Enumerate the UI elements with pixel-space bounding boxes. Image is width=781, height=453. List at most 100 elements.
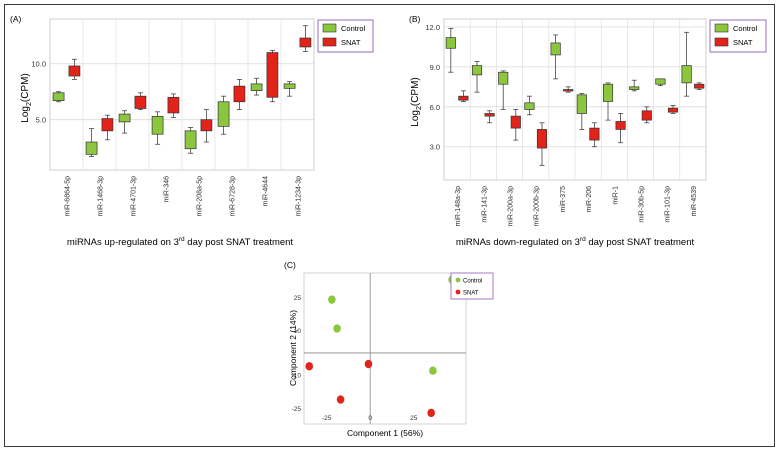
panel-b-ytick-label: 6.0 [430, 103, 440, 112]
panel-b-control-box-0 [445, 27, 456, 73]
panel-c-control-point-2 [429, 366, 437, 375]
panel-b-category-label: miR-4539 [691, 186, 698, 216]
panel-a-snat-box-3 [167, 93, 180, 118]
box-body [151, 115, 164, 135]
box-body [283, 83, 296, 89]
panel-a-snat-box-2 [134, 92, 147, 110]
box-body [563, 89, 574, 92]
panel-a-ytick-label: 10.0 [31, 60, 46, 69]
panel-c-snat-point-3 [427, 408, 435, 418]
panel-b-control-box-1 [471, 61, 483, 93]
panel-a-category-label: miR-1468-3p [98, 176, 105, 217]
panel-b-xlabel-post: day post SNAT treatment [586, 237, 695, 248]
panel-b-control-box-7 [629, 79, 640, 92]
panel-c-ytick-label: 10 [294, 328, 302, 335]
panel-a-ylabel-main: Log [20, 106, 31, 123]
box-body [85, 141, 98, 155]
panel-a-control-box-7 [283, 81, 296, 97]
panel-a-control-box-1 [85, 128, 98, 157]
box-body [167, 96, 180, 114]
panel-c-legend: Control SNAT [450, 272, 494, 300]
panel-b-control-box-3 [524, 95, 535, 116]
box-body [101, 118, 114, 132]
panel-c-legend-control-label: Control [463, 279, 482, 285]
panel-b-ylabel-sub: 2 [416, 106, 423, 110]
panel-c-x-ticks: -25 0 25 [322, 415, 418, 422]
panel-a-y-axis-title: Log2(CPM) [20, 73, 33, 122]
panel-b-snat-box-1 [484, 110, 495, 124]
panel-b-boxes [445, 27, 705, 166]
panel-b-ytick-label: 3.0 [430, 143, 440, 152]
panel-a-snat-box-6 [266, 49, 279, 103]
box-body [667, 107, 679, 113]
panel-a-category-label: miR-346 [164, 176, 171, 203]
panel-b-control-box-6 [602, 82, 614, 121]
box-body [68, 65, 81, 77]
panel-b-legend: Control SNAT [709, 19, 767, 53]
panel-b-legend-control-label: Control [733, 24, 758, 33]
panel-a-control-box-4 [184, 127, 197, 154]
box-body [217, 101, 230, 127]
panel-c-plot-area: -25 -10 10 25 -25 0 25 [292, 272, 467, 425]
panel-c-snat-point-0 [305, 362, 314, 371]
panel-a-category-label: miR-4701-3p [131, 176, 138, 217]
panel-c-y-axis-title: Component 2 (14%) [288, 310, 298, 386]
panel-b-y-ticks: 3.0 6.0 9.0 12.0 [425, 23, 440, 152]
panel-a-x-ticks: miR-6864-5p miR-1468-3p miR-4701-3p miR-346… [65, 176, 303, 217]
panel-a-snat-box-1 [101, 114, 114, 141]
panel-b-snat-box-9 [694, 82, 705, 90]
panel-b-xlabel-sup: rd [580, 236, 586, 243]
box-body [550, 42, 561, 56]
box-body [641, 110, 652, 121]
box-body [615, 121, 626, 130]
panel-b-control-box-5 [576, 93, 587, 130]
panel-b-snat-box-7 [641, 106, 652, 124]
box-body [694, 83, 705, 89]
box-body [200, 119, 213, 132]
panel-b-snat-box-4 [563, 86, 574, 93]
panel-a-category-label: miR-4644 [263, 176, 270, 206]
box-body [471, 65, 483, 76]
box-body [445, 37, 456, 49]
panel-a-category-label: miR-6864-5p [65, 176, 72, 217]
box-body [576, 94, 587, 114]
panel-c-snat-point-1 [364, 359, 373, 369]
box-body [510, 115, 521, 129]
box-body [52, 92, 65, 102]
panel-c-ytick-label: -10 [292, 373, 302, 380]
panel-b-plot-area: 3.0 6.0 9.0 12.0 miR-148a-3p miR-141-3p miR-2… [425, 18, 707, 226]
panel-b-category-label: miR-30b-5p [639, 186, 646, 223]
box-body [233, 85, 246, 103]
panel-b-ylabel-main: Log [410, 110, 421, 127]
panel-a-plot-area: 5.0 10.0 miR-6864-5p miR-1468-3p miR-4701-3… [31, 18, 315, 217]
panel-c-legend-control-marker [455, 277, 461, 283]
panel-a-xlabel-pre: miRNAs up-regulated on 3 [67, 237, 179, 248]
panel-a-control-box-2 [118, 110, 131, 134]
panel-a-legend-snat-swatch [322, 37, 337, 47]
panel-a-xlabel-sup: rd [179, 236, 185, 243]
panel-c-legend-snat-marker [455, 289, 461, 295]
panel-b-y-axis-title: Log2(CPM) [410, 77, 423, 126]
panel-a-ylabel-tail: (CPM) [20, 73, 31, 102]
panel-a-legend-control-swatch [322, 23, 337, 33]
box-body [484, 113, 495, 117]
panel-b-gridlines [444, 19, 706, 180]
panel-a-category-label: miR-1234-3p [296, 176, 303, 217]
panel-b-control-box-9 [681, 31, 692, 97]
box-body [250, 83, 263, 91]
box-body [602, 83, 614, 102]
panel-c-xtick-label: -25 [322, 415, 332, 422]
box-body [655, 78, 666, 85]
panel-b-snat-box-0 [458, 90, 469, 102]
panel-c-label: (C) [284, 260, 296, 270]
panel-a-xlabel-post: day post SNAT treatment [185, 237, 294, 248]
panel-a-control-box-0 [52, 91, 65, 103]
panel-a-control-box-6 [250, 77, 263, 96]
panel-a-x-axis-title: miRNAs up-regulated on 3rd day post SNAT… [67, 236, 294, 248]
panel-b-category-label: miR-101-3p [665, 186, 672, 223]
panel-b-snat-box-2 [510, 109, 521, 141]
box-body [524, 102, 535, 110]
panel-a-category-label: miR-208a-5p [197, 176, 204, 217]
